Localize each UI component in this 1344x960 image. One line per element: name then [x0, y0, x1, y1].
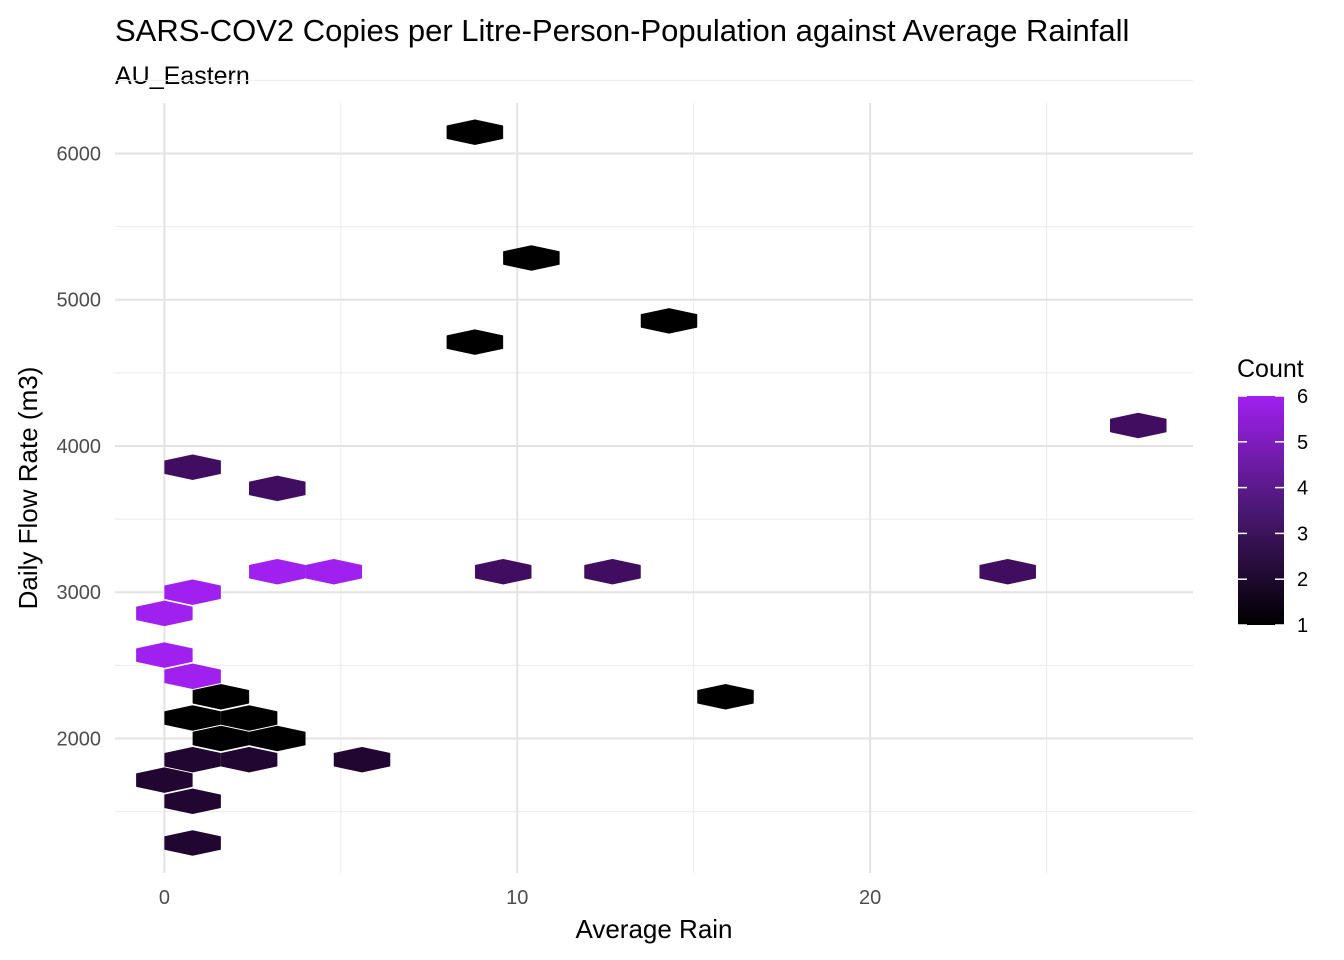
chart-title: SARS-COV2 Copies per Litre-Person-Popula… — [115, 13, 1129, 48]
legend-tick-label: 5 — [1297, 432, 1308, 454]
hexbin-cell — [192, 684, 250, 710]
hexbin-cell — [1110, 412, 1167, 439]
hexbin-cell — [164, 579, 221, 605]
hexbin-cell — [164, 788, 221, 815]
hexbin-cell — [220, 705, 278, 731]
legend-tick-label: 1 — [1297, 615, 1308, 637]
hexbin-cell — [164, 705, 221, 731]
y-axis-ticks: 2000 3000 4000 5000 6000 — [57, 143, 102, 750]
hexbin-cell — [249, 475, 306, 502]
hexbin-cell — [979, 558, 1036, 585]
hexbin-cell — [474, 558, 532, 585]
hexbin-cell — [697, 684, 754, 710]
hexbin-cell — [249, 558, 306, 585]
y-tick-label: 2000 — [57, 728, 102, 750]
hexbin-cell — [164, 830, 221, 856]
legend-tick-label: 6 — [1297, 386, 1308, 408]
y-tick-label: 3000 — [57, 582, 102, 604]
x-axis-title: Average Rain — [575, 914, 732, 944]
legend-ticks: 1 2 3 4 5 6 — [1238, 386, 1308, 637]
x-tick-label: 0 — [159, 887, 170, 909]
y-tick-label: 5000 — [57, 290, 102, 312]
hexbin-cell — [446, 329, 504, 355]
legend-title: Count — [1237, 355, 1304, 383]
y-tick-label: 4000 — [57, 436, 102, 458]
hexbin-cell — [220, 746, 278, 773]
hexbin-cell — [584, 558, 641, 585]
hexbin-cell — [164, 454, 221, 480]
hexbin-cells — [136, 119, 1167, 856]
hexbin-cell — [164, 663, 221, 690]
x-axis-ticks: 0 10 20 — [159, 887, 881, 909]
legend-colorbar — [1238, 396, 1284, 625]
legend: Count 1 2 3 4 5 6 — [1237, 355, 1308, 637]
legend-tick-label: 3 — [1297, 523, 1308, 545]
hexbin-cell — [446, 119, 504, 145]
hexbin-cell — [249, 725, 306, 752]
hexbin-cell — [164, 746, 221, 773]
legend-tick-label: 2 — [1297, 569, 1308, 591]
hexbin-cell — [192, 725, 250, 752]
y-axis-title: Daily Flow Rate (m3) — [13, 367, 43, 610]
hexbin-cell — [333, 746, 391, 773]
y-tick-label: 6000 — [57, 143, 102, 165]
hexbin-cell — [136, 642, 193, 668]
x-tick-label: 20 — [859, 887, 881, 909]
hexbin-cell — [305, 558, 363, 585]
hexbin-cell — [640, 308, 698, 334]
legend-tick-label: 4 — [1297, 478, 1308, 500]
x-tick-label: 10 — [506, 887, 528, 909]
hexbin-cell — [136, 600, 193, 627]
chart-subtitle: AU_Eastern — [115, 62, 250, 90]
hexbin-cell — [136, 767, 193, 793]
grid-lines — [115, 79, 1193, 873]
hexbin-cell — [503, 245, 560, 271]
